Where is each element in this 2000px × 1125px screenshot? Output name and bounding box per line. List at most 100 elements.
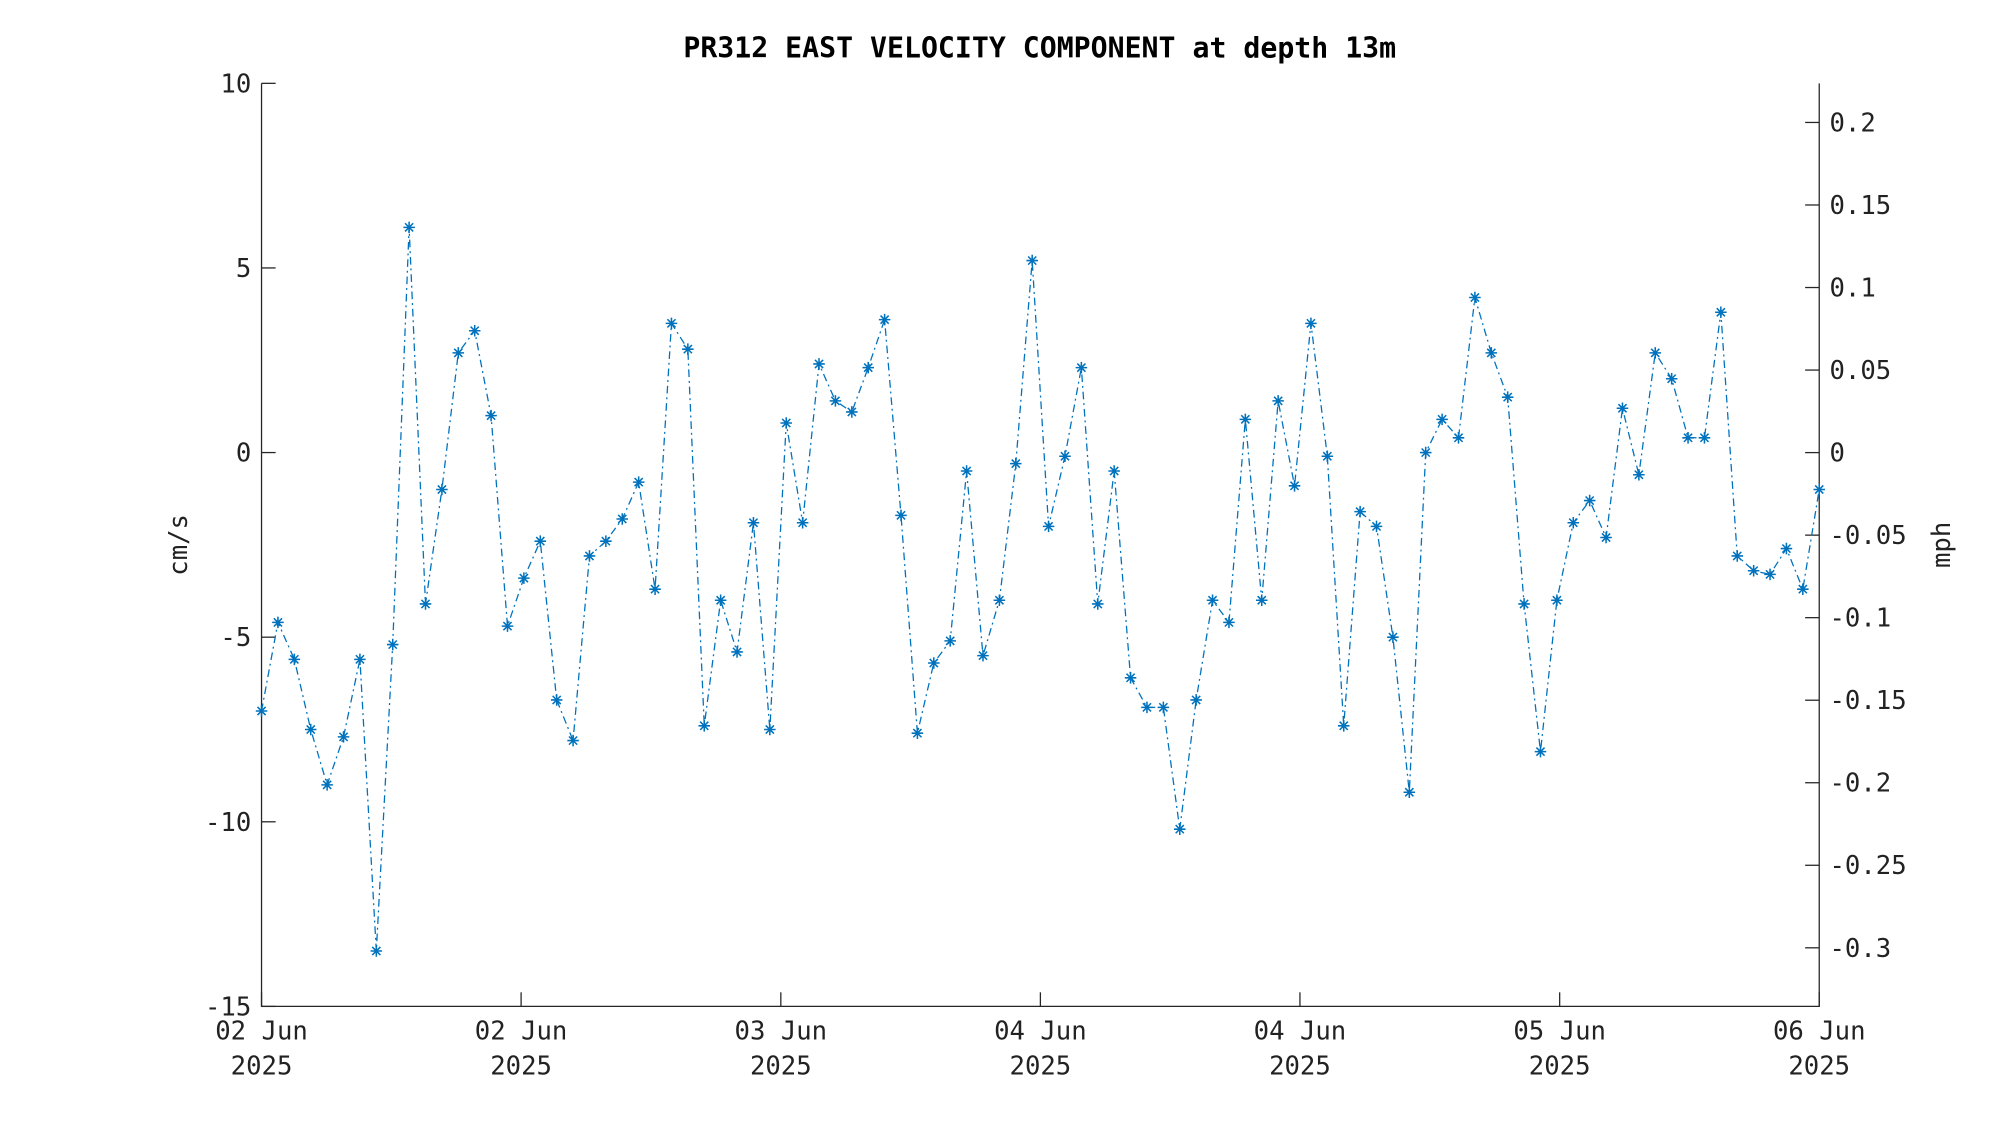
y2-tick-label: -0.1: [1829, 604, 1891, 634]
data-marker: [747, 516, 760, 529]
data-marker: [1092, 598, 1104, 610]
y2-tick-label: -0.15: [1829, 686, 1906, 716]
y-tick-label: -5: [220, 623, 251, 653]
data-marker: [1534, 745, 1547, 758]
data-marker: [1387, 631, 1399, 643]
data-marker: [370, 945, 383, 957]
data-marker: [403, 221, 415, 234]
y2-tick-label: 0.2: [1829, 108, 1875, 138]
data-marker: [1305, 317, 1317, 330]
data-marker: [1272, 395, 1284, 407]
x-tick-label: 03 Jun 2025: [735, 1017, 828, 1082]
data-marker: [1633, 468, 1645, 481]
chart-title: PR312 EAST VELOCITY COMPONENT at depth 1…: [683, 32, 1396, 65]
data-marker: [1059, 450, 1071, 463]
data-marker: [1731, 550, 1744, 562]
data-marker: [698, 720, 711, 732]
data-marker: [452, 347, 465, 359]
data-marker: [288, 653, 301, 666]
x-tick-label: 02 Jun 2025: [475, 1017, 568, 1082]
data-marker: [1616, 402, 1629, 415]
data-marker: [632, 476, 645, 488]
data-marker: [1600, 531, 1612, 544]
data-marker: [714, 594, 727, 607]
data-marker: [419, 598, 432, 610]
y-axis-label: cm/s: [164, 514, 194, 576]
data-marker: [944, 635, 956, 647]
data-marker: [895, 509, 907, 522]
data-marker: [1518, 598, 1530, 610]
data-marker: [1026, 254, 1038, 267]
y2-tick-label: 0: [1829, 439, 1844, 469]
data-marker: [1108, 465, 1120, 477]
data-marker: [321, 779, 333, 791]
data-marker: [616, 513, 629, 525]
data-marker: [1419, 446, 1432, 459]
data-marker: [1223, 616, 1235, 629]
data-marker: [1780, 542, 1793, 555]
y-tick-label: -15: [205, 992, 251, 1022]
data-marker: [731, 646, 743, 658]
data-marker: [1682, 432, 1694, 444]
data-marker: [960, 465, 973, 477]
data-marker: [862, 361, 874, 374]
y2-tick-label: 0.05: [1829, 356, 1891, 386]
data-marker: [272, 616, 284, 629]
data-marker: [337, 731, 350, 743]
y-tick-label: 0: [236, 439, 251, 469]
data-marker: [354, 653, 366, 666]
y2-tick-label: 0.15: [1829, 191, 1891, 221]
y-tick-label: -10: [205, 808, 251, 838]
data-marker: [1173, 823, 1186, 835]
data-marker: [1042, 520, 1055, 533]
data-marker: [534, 535, 547, 547]
data-marker: [567, 734, 579, 747]
y2-tick-label: -0.25: [1829, 851, 1906, 881]
data-marker: [386, 638, 399, 651]
data-marker: [993, 594, 1006, 607]
x-tick-label: 04 Jun 2025: [994, 1017, 1087, 1082]
data-marker: [255, 705, 268, 717]
data-marker: [1797, 583, 1809, 595]
data-marker: [1190, 694, 1202, 706]
data-marker: [1698, 432, 1711, 444]
data-marker: [600, 535, 612, 547]
y2-tick-label: -0.3: [1829, 934, 1891, 964]
data-marker: [977, 649, 989, 662]
data-marker: [550, 694, 563, 706]
y2-tick-label: -0.05: [1829, 521, 1906, 551]
data-marker: [304, 723, 317, 736]
data-marker: [682, 343, 694, 355]
data-marker: [1010, 457, 1022, 470]
data-marker: [1567, 516, 1580, 529]
x-tick-label: 06 Jun 2025: [1773, 1017, 1866, 1082]
data-line: [260, 227, 1820, 952]
data-marker: [1403, 786, 1416, 799]
data-marker: [1469, 291, 1481, 304]
data-marker: [1239, 413, 1252, 426]
data-marker: [1715, 306, 1727, 319]
data-marker: [583, 550, 596, 562]
data-marker: [501, 620, 514, 632]
data-marker: [764, 723, 776, 736]
data-marker: [928, 657, 940, 669]
data-marker: [1551, 594, 1563, 607]
data-marker: [485, 409, 497, 422]
data-marker: [878, 313, 891, 326]
data-marker: [1583, 494, 1596, 507]
data-marker: [1764, 568, 1776, 581]
data-marker: [1255, 594, 1268, 607]
data-marker: [911, 727, 924, 739]
y-tick-label: 5: [236, 254, 251, 284]
data-marker: [1354, 505, 1366, 518]
data-marker: [829, 395, 842, 407]
data-marker: [1370, 520, 1383, 533]
data-marker: [1157, 701, 1170, 714]
data-marker: [436, 483, 448, 496]
data-marker: [1075, 361, 1088, 374]
y2-tick-label: 0.1: [1829, 274, 1875, 304]
data-marker: [1321, 450, 1334, 463]
y2-axis-label: mph: [1927, 522, 1957, 568]
data-marker: [1206, 594, 1219, 607]
